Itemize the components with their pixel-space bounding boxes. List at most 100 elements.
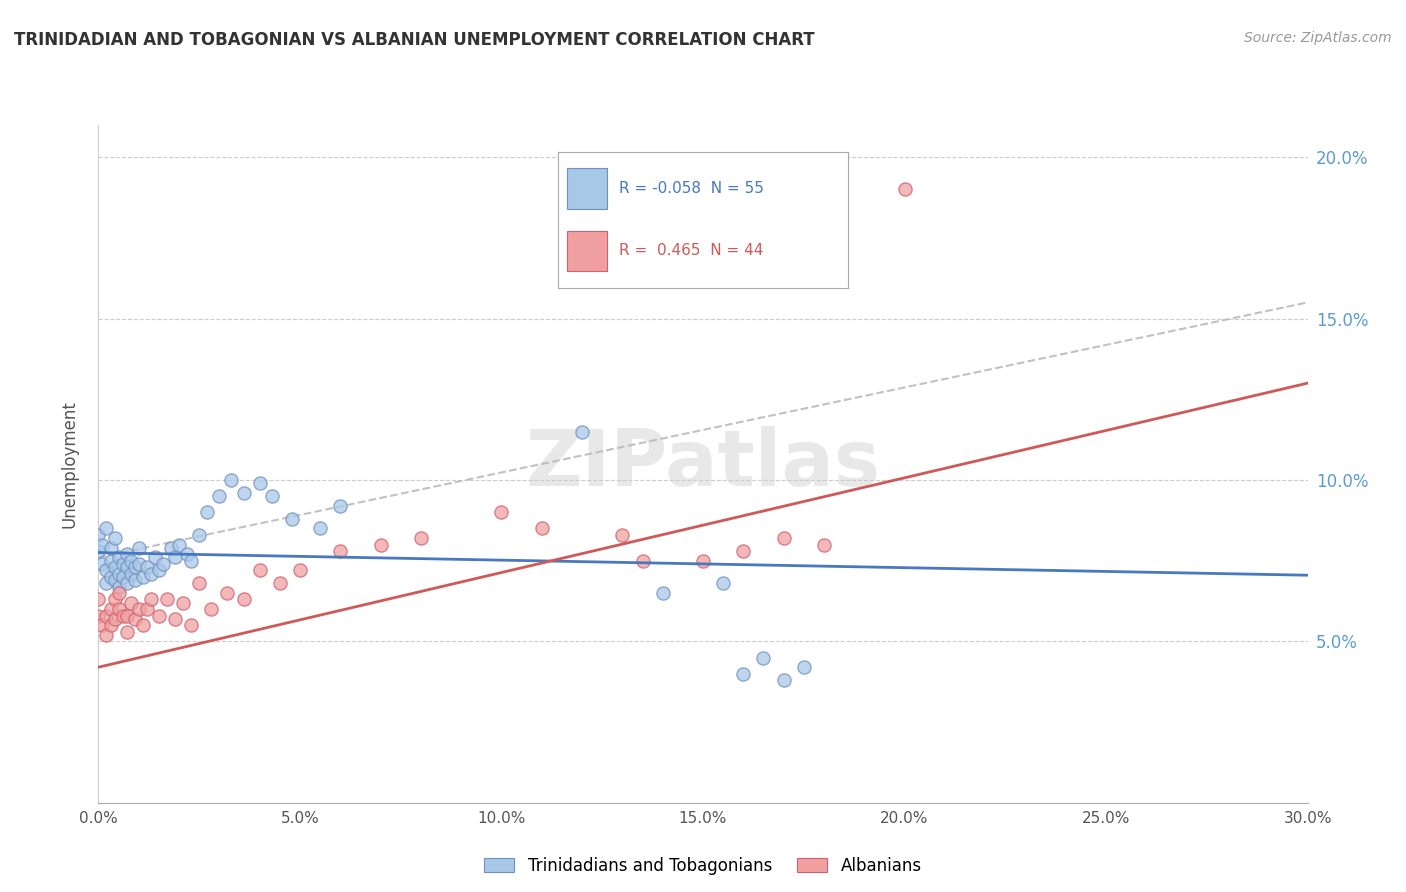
Point: [249, 563, 271, 577]
Point: [87, 544, 110, 558]
Point: [96, 576, 118, 591]
Point: [217, 586, 239, 600]
Point: [100, 602, 122, 616]
Point: [139, 566, 162, 581]
Point: [115, 608, 138, 623]
Point: [120, 566, 142, 581]
Point: [711, 576, 734, 591]
Point: [107, 550, 129, 565]
Text: ZIPatlas: ZIPatlas: [526, 425, 880, 502]
Point: [249, 476, 271, 491]
Point: [733, 666, 755, 681]
Point: [195, 505, 218, 519]
Point: [281, 512, 304, 526]
Point: [148, 608, 170, 623]
Point: [148, 563, 170, 577]
Point: [107, 580, 129, 594]
Point: [115, 547, 138, 561]
Point: [232, 486, 254, 500]
Point: [612, 528, 634, 542]
Point: [135, 602, 157, 616]
Point: [91, 618, 114, 632]
Point: [772, 673, 794, 687]
Point: [128, 602, 150, 616]
Point: [152, 557, 174, 571]
Point: [111, 557, 134, 571]
Point: [100, 541, 122, 555]
Y-axis label: Unemployment: Unemployment: [60, 400, 79, 528]
Point: [752, 650, 775, 665]
Point: [631, 554, 654, 568]
Point: [107, 602, 129, 616]
Point: [288, 563, 311, 577]
Point: [329, 499, 352, 513]
Point: [96, 628, 118, 642]
Point: [160, 541, 183, 555]
Point: [530, 521, 553, 535]
Point: [103, 573, 125, 587]
Point: [87, 608, 110, 623]
Point: [132, 618, 155, 632]
Point: [772, 531, 794, 545]
Point: [163, 550, 186, 565]
Point: [115, 576, 138, 591]
Point: [221, 473, 243, 487]
Point: [813, 537, 835, 551]
Point: [111, 570, 134, 584]
Point: [188, 576, 211, 591]
Point: [167, 537, 190, 551]
Point: [143, 550, 166, 565]
Text: Source: ZipAtlas.com: Source: ZipAtlas.com: [1244, 31, 1392, 45]
Point: [156, 592, 179, 607]
Point: [96, 563, 118, 577]
Point: [733, 544, 755, 558]
Point: [103, 592, 125, 607]
Point: [651, 586, 673, 600]
Point: [107, 566, 129, 581]
Point: [232, 592, 254, 607]
Point: [180, 618, 202, 632]
Point: [893, 182, 915, 196]
Point: [269, 576, 291, 591]
Point: [132, 570, 155, 584]
Point: [692, 554, 714, 568]
Point: [200, 602, 222, 616]
Text: TRINIDADIAN AND TOBAGONIAN VS ALBANIAN UNEMPLOYMENT CORRELATION CHART: TRINIDADIAN AND TOBAGONIAN VS ALBANIAN U…: [14, 31, 814, 49]
Point: [180, 554, 202, 568]
Point: [115, 624, 138, 639]
Point: [128, 557, 150, 571]
Point: [571, 425, 593, 439]
Point: [91, 557, 114, 571]
Point: [87, 528, 110, 542]
Point: [491, 505, 513, 519]
Point: [139, 592, 162, 607]
Point: [135, 560, 157, 574]
Point: [163, 612, 186, 626]
Point: [87, 592, 110, 607]
Point: [100, 570, 122, 584]
Point: [96, 521, 118, 535]
Legend: Trinidadians and Tobagonians, Albanians: Trinidadians and Tobagonians, Albanians: [485, 856, 921, 875]
Point: [120, 596, 142, 610]
Point: [188, 528, 211, 542]
Point: [793, 660, 815, 674]
Point: [128, 541, 150, 555]
Point: [103, 560, 125, 574]
Point: [208, 489, 231, 503]
Point: [103, 612, 125, 626]
Point: [115, 560, 138, 574]
Point: [260, 489, 283, 503]
Point: [309, 521, 332, 535]
Point: [176, 547, 198, 561]
Point: [124, 612, 146, 626]
Point: [120, 554, 142, 568]
Point: [124, 560, 146, 574]
Point: [329, 544, 352, 558]
Point: [100, 554, 122, 568]
Point: [91, 537, 114, 551]
Point: [409, 531, 432, 545]
Point: [124, 573, 146, 587]
Point: [96, 608, 118, 623]
Point: [100, 618, 122, 632]
Point: [111, 608, 134, 623]
